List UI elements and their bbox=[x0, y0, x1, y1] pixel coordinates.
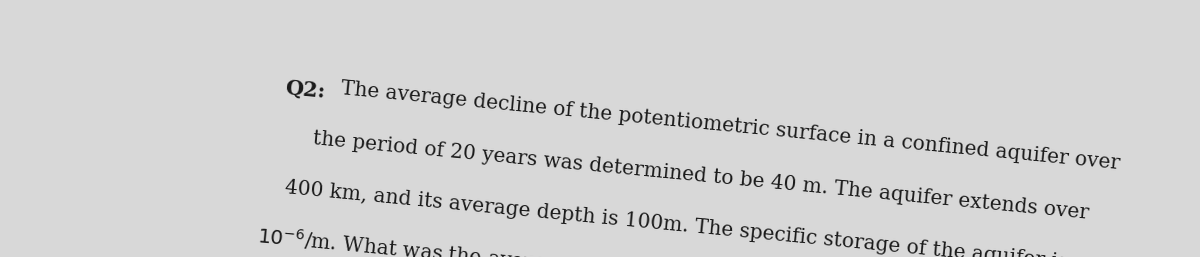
Text: the period of 20 years was determined to be 40 m. The aquifer extends over: the period of 20 years was determined to… bbox=[312, 129, 1090, 222]
Text: 400 km, and its average depth is 100m. The specific storage of the aquifer is: 400 km, and its average depth is 100m. T… bbox=[284, 178, 1069, 257]
Text: Q2:: Q2: bbox=[284, 78, 326, 102]
Text: The average decline of the potentiometric surface in a confined aquifer over: The average decline of the potentiometri… bbox=[341, 79, 1121, 173]
Text: $10^{-6}$/m. What was the average annual rate of released water from the aquifer: $10^{-6}$/m. What was the average annual… bbox=[257, 223, 1062, 257]
